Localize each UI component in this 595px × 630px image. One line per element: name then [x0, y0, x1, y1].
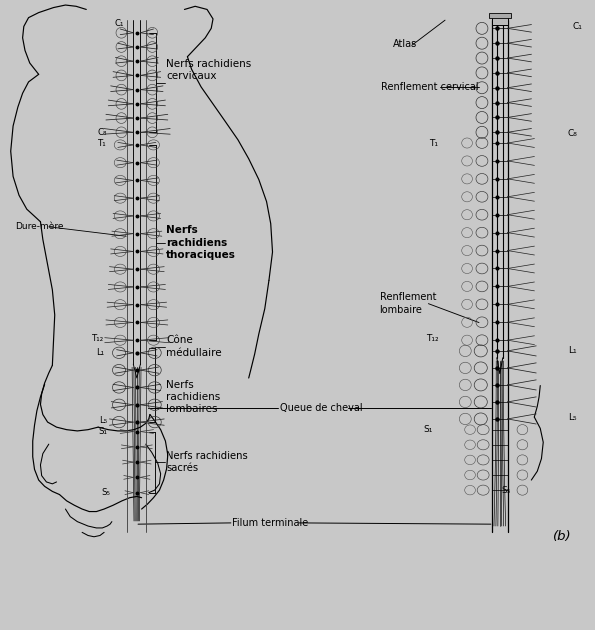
Text: S₁: S₁ [424, 425, 433, 434]
Text: C₁: C₁ [114, 19, 124, 28]
Text: S₅: S₅ [501, 486, 511, 495]
Text: Dure-mère: Dure-mère [15, 222, 64, 231]
Text: T₁₂: T₁₂ [92, 335, 104, 343]
Text: S₁: S₁ [98, 427, 107, 436]
Text: Nerfs
rachidiens
thoraciques: Nerfs rachidiens thoraciques [166, 225, 236, 260]
Bar [489, 13, 511, 18]
Text: C₈: C₈ [98, 128, 107, 137]
Text: T₁: T₁ [429, 139, 438, 147]
Text: S₅: S₅ [101, 488, 110, 497]
Text: Atlas: Atlas [393, 39, 417, 49]
Bar [492, 14, 508, 25]
Text: L₅: L₅ [99, 416, 107, 425]
Text: Nerfs rachidiens
cervicaux: Nerfs rachidiens cervicaux [166, 59, 251, 81]
Text: Nerfs rachidiens
sacrés: Nerfs rachidiens sacrés [166, 451, 248, 473]
Text: L₁: L₁ [96, 348, 104, 357]
Text: Cône
médullaire: Cône médullaire [166, 335, 221, 358]
Text: Filum terminale: Filum terminale [232, 518, 308, 528]
Text: L₁: L₁ [568, 346, 577, 355]
Text: Renflement
lombaire: Renflement lombaire [380, 292, 436, 315]
Text: Nerfs
rachidiens
lombaires: Nerfs rachidiens lombaires [166, 379, 220, 415]
Text: T₁: T₁ [98, 139, 107, 148]
Text: C₈: C₈ [568, 129, 577, 138]
Text: Renflement cervical: Renflement cervical [381, 82, 478, 92]
Text: C₁: C₁ [572, 22, 582, 31]
Text: T₁₂: T₁₂ [427, 335, 439, 343]
Text: Queue de cheval: Queue de cheval [280, 403, 362, 413]
Text: (b): (b) [553, 530, 572, 543]
Text: L₅: L₅ [568, 413, 577, 421]
